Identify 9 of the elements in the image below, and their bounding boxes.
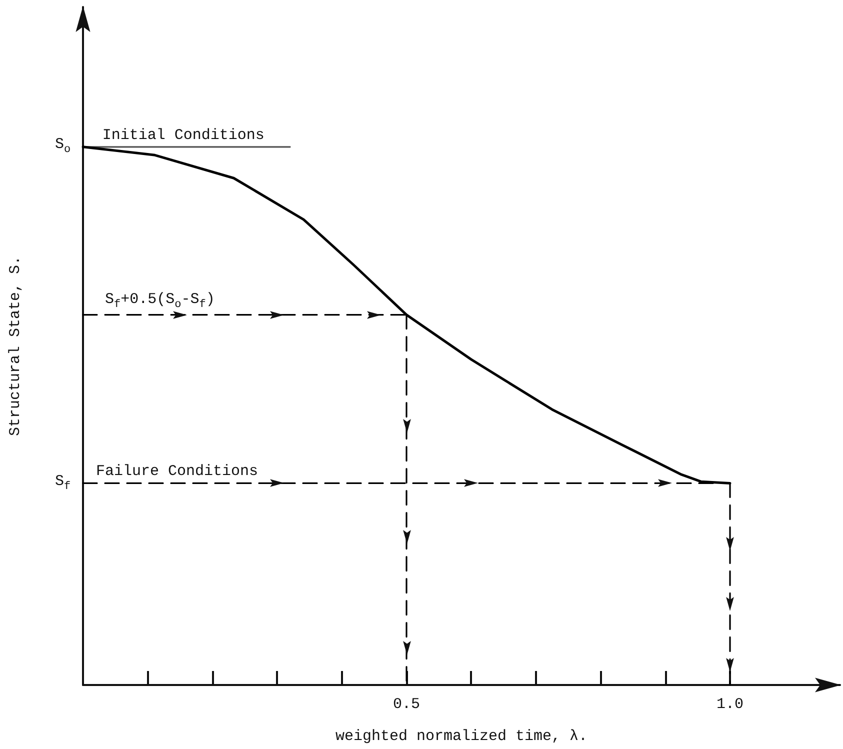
y-axis-title: Structural State, S.	[7, 256, 24, 436]
x-tick-label: 0.5	[392, 696, 420, 713]
annotation: S$_{f}$	[55, 472, 71, 493]
x-axis-title: weighted normalized time, λ.	[335, 728, 588, 745]
annotation: S$_{f}$+0.5(S$_{o}$-S$_{f}$)	[104, 290, 215, 311]
annotation: Failure Conditions	[96, 463, 258, 480]
annotation: Initial Conditions	[102, 126, 264, 144]
annotation: S$_{o}$	[55, 136, 71, 156]
x-tick-label: 1.0	[716, 696, 744, 713]
